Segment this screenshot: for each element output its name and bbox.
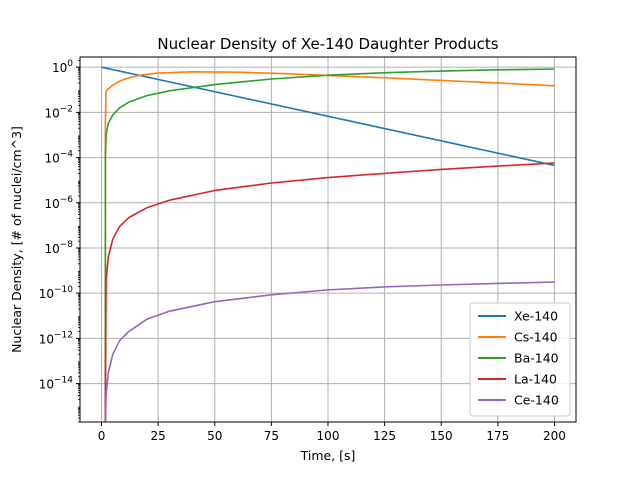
series-line-ce-140 — [104, 281, 555, 422]
x-tick-label: 100 — [317, 429, 340, 443]
series-line-la-140 — [104, 162, 555, 422]
series-line-cs-140 — [104, 71, 555, 422]
y-tick-label: 10−14 — [39, 376, 74, 392]
series-line-ba-140 — [104, 68, 555, 422]
x-tick-label: 0 — [98, 429, 106, 443]
y-tick-label: 10−4 — [44, 150, 73, 166]
y-tick-label: 10−12 — [39, 330, 73, 346]
legend-label: Cs-140 — [514, 330, 558, 345]
legend-label: Ce-140 — [514, 393, 559, 408]
x-axis-label: Time, [s] — [300, 448, 356, 463]
series-layer — [101, 66, 555, 422]
chart-title: Nuclear Density of Xe-140 Daughter Produ… — [157, 35, 498, 53]
grid-layer — [80, 57, 576, 422]
y-tick-label: 10−10 — [39, 285, 74, 301]
x-tick-label: 175 — [486, 429, 509, 443]
series-line-xe-140 — [101, 66, 555, 167]
legend-label: La-140 — [514, 372, 557, 387]
y-tick-label: 10−2 — [44, 104, 73, 120]
legend: Xe-140 Cs-140 Ba-140 La-140 Ce-140 — [469, 302, 571, 417]
legend-label: Ba-140 — [514, 351, 559, 366]
y-tick-label: 100 — [52, 59, 73, 75]
y-axis-label: Nuclear Density, [# of nuclei/cm^3] — [9, 126, 24, 353]
legend-box — [469, 302, 571, 417]
x-tick-label: 125 — [373, 429, 396, 443]
x-tick-label: 50 — [207, 429, 222, 443]
legend-label: Xe-140 — [514, 309, 558, 324]
x-tick-label: 25 — [150, 429, 165, 443]
x-tick-label: 200 — [543, 429, 566, 443]
series-group — [101, 66, 555, 422]
y-tick-label: 10−6 — [44, 195, 73, 211]
x-tick-label: 75 — [264, 429, 279, 443]
y-tick-label: 10−8 — [44, 240, 73, 256]
ticks-layer: 0 25 50 75 100 125 150 175 200 100 10−2 10−4 10−6 10−… — [39, 59, 566, 443]
x-tick-label: 150 — [430, 429, 453, 443]
